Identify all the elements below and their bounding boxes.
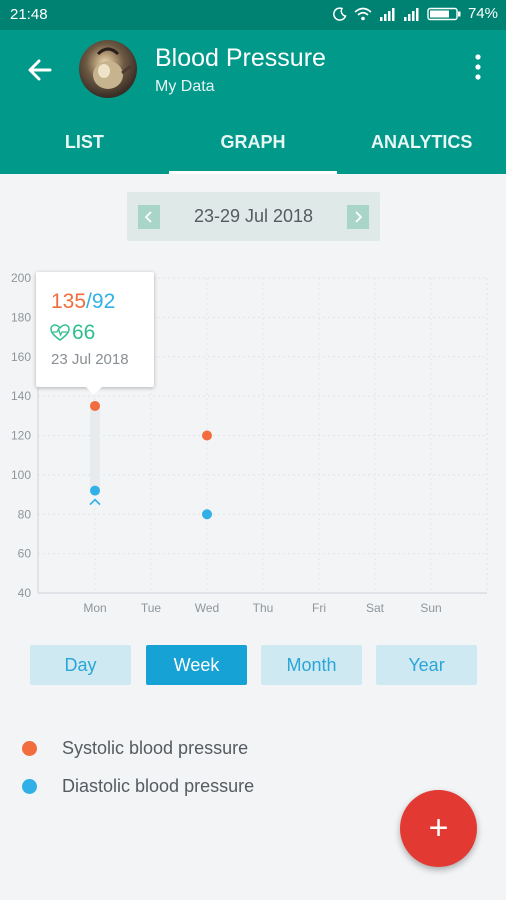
period-month-button[interactable]: Month [261,645,362,685]
legend-label: Diastolic blood pressure [62,776,255,796]
blood-pressure-chart[interactable]: 40 60 80 100 120 140 160 180 200 Mon Tue Wed Thu Fri… [0,262,506,622]
chevron-left-icon [144,211,152,223]
x-tick-label: Tue [141,601,162,615]
legend-item-systolic: Systolic blood pressure [22,738,248,759]
tab-analytics[interactable]: ANALYTICS [371,132,473,152]
x-tick-label: Sat [366,601,385,615]
signal-icon [403,7,419,21]
page-title: Blood Pressure [155,44,326,72]
highlight-range-bar [90,405,100,491]
tab-list[interactable]: LIST [64,132,104,152]
y-tick-label: 80 [18,507,32,521]
reading-tooltip: 135/92 66 23 Jul 2018 [36,272,154,395]
moon-icon [333,6,347,21]
x-tick-label: Thu [253,601,274,615]
y-tick-label: 120 [11,429,31,443]
tab-bar: LIST GRAPH ANALYTICS [0,123,506,174]
app-bar: Blood Pressure My Data LIST GRAPH ANALYT… [0,30,506,174]
previous-week-button[interactable] [138,205,160,229]
tooltip-systolic: 135 [51,290,87,313]
diastolic-point [202,509,212,520]
x-tick-label: Mon [83,601,106,615]
diastolic-point [90,485,100,496]
y-tick-label: 160 [11,350,31,364]
tooltip-blood-pressure: 135/92 [51,290,115,314]
wifi-icon [354,7,372,20]
y-tick-label: 140 [11,389,31,403]
plus-icon: + [428,809,449,847]
legend-dot-systolic [22,741,37,756]
date-range-label: 23-29 Jul 2018 [193,206,314,226]
date-range-selector: 23-29 Jul 2018 [127,192,380,241]
status-icons: 74% [333,5,498,22]
systolic-point [202,430,212,441]
signal-icon [379,7,395,21]
systolic-point [90,400,100,411]
legend-item-diastolic: Diastolic blood pressure [22,776,254,797]
tooltip-diastolic: 92 [91,290,116,313]
kettle-icon [93,47,132,89]
battery-icon [427,7,461,20]
legend-dot-diastolic [22,779,37,794]
period-day-button[interactable]: Day [30,645,131,685]
x-tick-label: Fri [312,601,326,615]
back-arrow-icon[interactable] [22,52,58,88]
tooltip-pulse: 66 [50,321,95,345]
legend-label: Systolic blood pressure [62,738,249,758]
tooltip-date: 23 Jul 2018 [51,351,129,368]
page-subtitle: My Data [155,78,215,95]
next-week-button[interactable] [347,205,369,229]
chevron-right-icon [355,211,363,223]
y-tick-label: 40 [18,586,32,600]
more-vert-icon[interactable] [472,52,484,82]
tab-graph[interactable]: GRAPH [168,123,338,174]
heart-pulse-icon [50,324,70,341]
chevron-up-icon [89,498,101,506]
status-bar: 21:48 74% [0,0,506,30]
x-tick-label: Sun [420,601,441,615]
period-week-button[interactable]: Week [146,645,247,685]
x-tick-label: Wed [195,601,219,615]
add-reading-button[interactable]: + [400,790,477,867]
y-tick-label: 180 [11,310,31,324]
tooltip-slash: / [86,290,92,313]
avatar[interactable] [79,40,137,98]
y-tick-label: 60 [18,547,32,561]
tooltip-pulse-value: 66 [72,321,96,344]
period-year-button[interactable]: Year [376,645,477,685]
y-tick-label: 100 [11,468,31,482]
battery-percent: 74% [467,5,498,22]
y-tick-label: 200 [11,271,31,285]
status-time: 21:48 [10,6,48,23]
